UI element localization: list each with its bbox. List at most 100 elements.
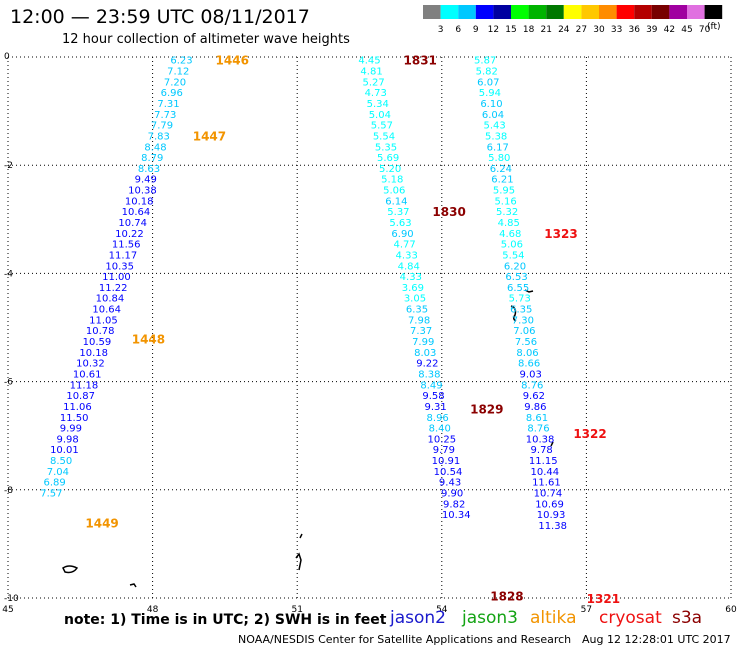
- legend-swatch: [669, 5, 687, 19]
- y-tick-label: -2: [4, 161, 13, 171]
- swh-value: 9.43: [439, 478, 461, 489]
- time-label: 1831: [404, 54, 437, 68]
- coastline-fragment: [295, 552, 302, 571]
- swh-value: 10.34: [442, 510, 471, 521]
- swh-value: 10.32: [76, 359, 105, 370]
- swh-value: 5.38: [485, 131, 507, 142]
- swh-value: 8.63: [138, 164, 160, 175]
- legend-swatch: [651, 5, 670, 19]
- time-label: 1446: [216, 54, 249, 68]
- swh-value: 8.79: [141, 153, 163, 164]
- x-tick-label: 60: [725, 605, 737, 615]
- points-layer: 6.237.127.206.967.317.737.797.838.488.79…: [40, 56, 567, 532]
- swh-value: 7.73: [154, 110, 176, 121]
- swh-value: 7.20: [164, 77, 186, 88]
- legend-swatch: [581, 5, 599, 19]
- swh-value: 10.35: [105, 261, 134, 272]
- legend-swatch: [563, 5, 582, 19]
- swh-value: 10.64: [122, 207, 151, 218]
- satellite-jason3: jason3: [462, 608, 518, 628]
- x-tick-label: 48: [147, 605, 159, 615]
- legend-level-label: 21: [540, 25, 551, 35]
- swh-value: 6.07: [477, 77, 499, 88]
- swh-value: 5.69: [377, 153, 399, 164]
- swh-value: 9.86: [524, 402, 546, 413]
- coastline-fragment: [62, 565, 79, 574]
- time-label: 1829: [470, 403, 503, 417]
- legend-swatch: [616, 5, 635, 19]
- legend-level-label: 6: [455, 25, 461, 35]
- swh-value: 6.14: [385, 196, 407, 207]
- coastline-fragment: [510, 305, 517, 322]
- swh-value: 6.90: [391, 229, 413, 240]
- legend-level-label: 36: [628, 25, 640, 35]
- swh-value: 8.03: [414, 348, 436, 359]
- swh-value: 5.73: [509, 294, 531, 305]
- y-tick-label: -8: [4, 486, 13, 496]
- legend-level-label: 18: [523, 25, 535, 35]
- swh-value: 6.53: [505, 272, 527, 283]
- satellite-altika: altika: [530, 608, 577, 628]
- swh-value: 8.76: [527, 424, 549, 435]
- swh-value: 10.22: [115, 229, 144, 240]
- swh-value: 11.00: [102, 272, 131, 283]
- swh-value: 10.74: [534, 489, 563, 500]
- swh-value: 6.21: [491, 175, 513, 186]
- swh-value: 4.33: [400, 272, 422, 283]
- y-tick-label: -6: [4, 378, 13, 388]
- legend-level-label: 70: [699, 25, 711, 35]
- swh-value: 6.23: [170, 56, 192, 67]
- swh-value: 6.96: [161, 88, 183, 99]
- swh-value: 9.03: [520, 369, 542, 380]
- swh-value: 11.38: [538, 521, 567, 532]
- legend-level-label: 45: [681, 25, 692, 35]
- swh-value: 5.63: [389, 218, 411, 229]
- swh-value: 6.10: [480, 99, 502, 110]
- swh-value: 7.79: [151, 121, 173, 132]
- swh-value: 10.01: [50, 445, 79, 456]
- legend-swatch: [458, 5, 476, 19]
- swh-value: 6.04: [482, 110, 504, 121]
- legend-swatch: [634, 5, 652, 19]
- swh-value: 5.82: [476, 67, 498, 78]
- swh-value: 5.43: [483, 121, 505, 132]
- x-tick-label: 57: [581, 605, 592, 615]
- swh-value: 6.24: [490, 164, 512, 175]
- time-label: 1830: [432, 205, 465, 219]
- swh-value: 3.69: [402, 283, 424, 294]
- swh-value: 10.38: [128, 186, 157, 197]
- swh-value: 9.90: [441, 489, 463, 500]
- swh-value: 10.93: [537, 510, 566, 521]
- chart-title: 12:00 — 23:59 UTC 08/11/2017: [10, 6, 310, 28]
- swh-value: 9.22: [416, 359, 438, 370]
- swh-value: 11.50: [60, 413, 89, 424]
- legend-unit-label: (ft): [707, 22, 721, 32]
- legend-level-label: 24: [558, 25, 570, 35]
- time-label: 1448: [132, 332, 165, 346]
- legend-level-label: 39: [646, 25, 658, 35]
- swh-value: 8.61: [526, 413, 548, 424]
- swh-value: 10.44: [530, 467, 559, 478]
- y-tick-label: -10: [4, 594, 19, 604]
- swh-value: 5.35: [375, 142, 397, 153]
- swh-value: 5.95: [493, 186, 515, 197]
- swh-value: 9.49: [135, 175, 157, 186]
- swh-value: 10.64: [92, 305, 121, 316]
- swh-value: 4.45: [358, 56, 380, 67]
- swh-value: 5.87: [474, 56, 496, 67]
- swh-value: 5.57: [371, 121, 393, 132]
- footer-note: note: 1) Time is in UTC; 2) SWH is in fe…: [64, 612, 387, 628]
- swh-value: 4.77: [393, 240, 415, 251]
- swh-value: 5.04: [369, 110, 391, 121]
- swh-value: 5.06: [383, 186, 405, 197]
- swh-value: 7.12: [167, 67, 189, 78]
- color-legend: 3 6 9 12 15 18 21 24 27 30 33 36 39 42 45 70: [423, 5, 723, 35]
- swh-value: 9.31: [424, 402, 446, 413]
- tick-labels-layer: 45 48 51 54 57 60 0 -2 -4 -6 -8 -10: [2, 52, 737, 615]
- swh-value: 10.18: [79, 348, 108, 359]
- time-label: 1449: [85, 516, 118, 530]
- satellite-cryosat: cryosat: [599, 608, 662, 628]
- swh-value: 8.96: [427, 413, 449, 424]
- time-label: 1447: [193, 129, 226, 143]
